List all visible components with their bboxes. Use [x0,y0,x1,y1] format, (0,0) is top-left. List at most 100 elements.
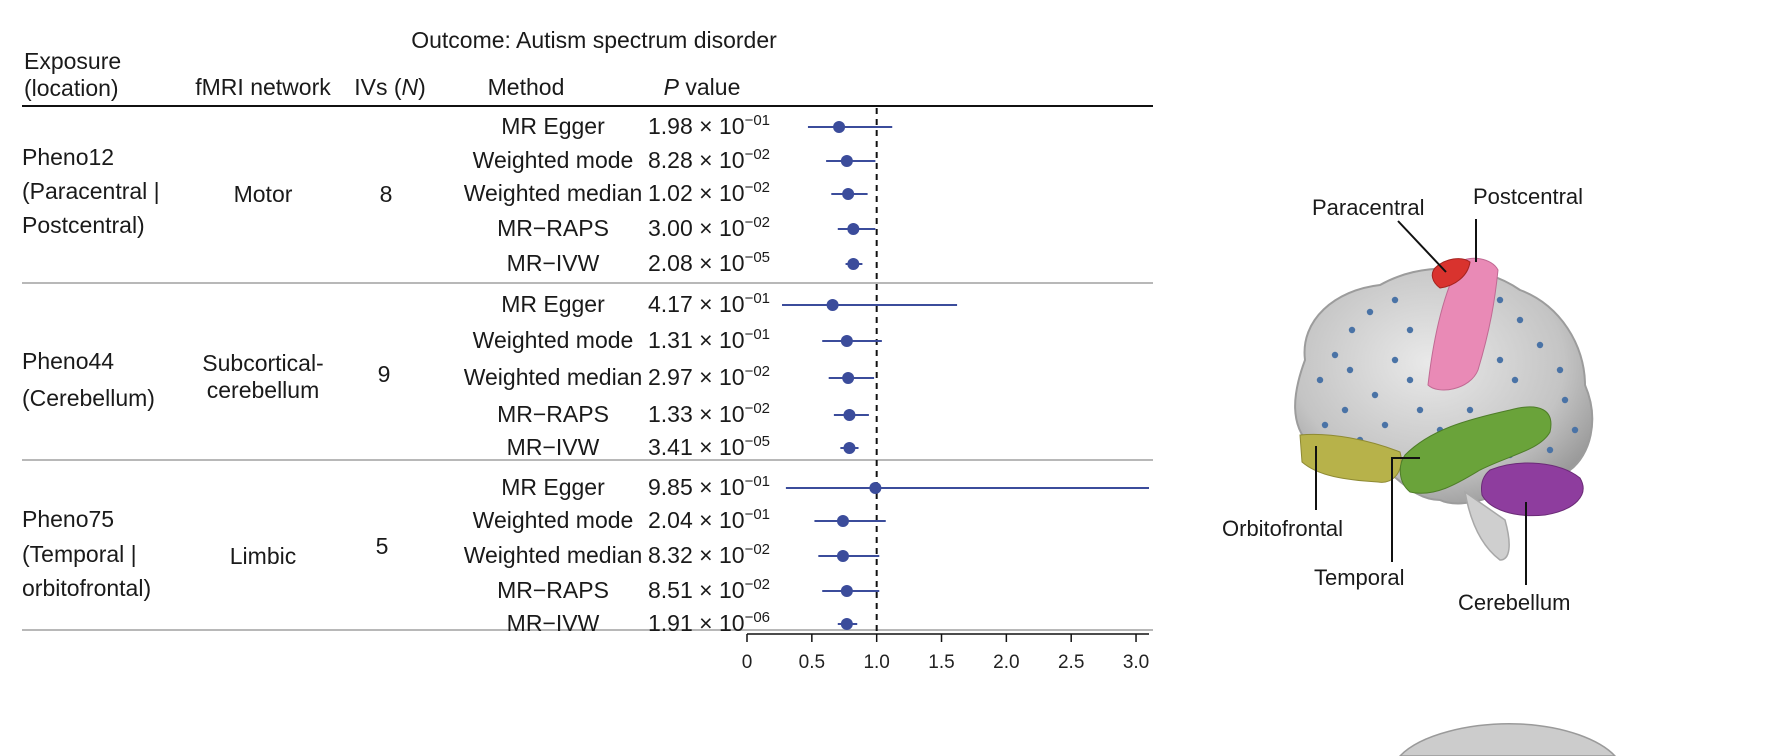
x-tick-label: 2.0 [993,652,1019,673]
p-value-mantissa: 1.31 × 10 [648,327,745,353]
network-group2-line2: cerebellum [206,377,320,403]
p-value-exponent: −01 [744,112,771,129]
network-node [1496,356,1504,364]
estimate-point [826,299,839,311]
x-tick-label: 1.0 [863,652,889,673]
p-value-exponent: −02 [744,576,771,593]
p-value-exponent: −01 [744,506,771,523]
label-paracentral: Paracentral [1312,195,1425,220]
method-label: MR−RAPS [497,401,609,427]
region-cerebellum [1481,462,1584,517]
network-node [1348,326,1356,334]
p-value: 8.51 × 10−02 [648,576,771,604]
leader-paracentral [1397,220,1447,273]
method-label: Weighted median [463,364,643,390]
p-value-mantissa: 4.17 × 10 [648,291,745,317]
network-node [1466,406,1474,414]
method-label: MR Egger [501,113,605,139]
p-value: 4.17 × 10−01 [648,290,771,318]
exposure-group3-line1: Pheno75 [22,506,115,532]
ivs-group3: 5 [375,533,389,559]
estimate-point [842,372,855,384]
p-value-mantissa: 8.51 × 10 [648,577,745,603]
estimate-point [843,442,856,454]
network-node [1561,396,1569,404]
network-node [1316,376,1324,384]
group-divider-1 [22,282,1153,284]
estimate-point [840,335,853,347]
p-value-exponent: −01 [744,326,771,343]
p-value-exponent: −02 [744,400,771,417]
network-node [1331,351,1339,359]
label-cerebellum: Cerebellum [1458,590,1571,615]
p-value-exponent: −01 [744,290,771,307]
exposure-group2-line1: Pheno44 [22,348,115,374]
p-value-mantissa: 1.02 × 10 [648,180,745,206]
leader-temporal [1391,457,1420,562]
x-tick-label: 0 [742,652,753,673]
brain-regions [1299,257,1584,517]
region-postcentral [1427,257,1499,391]
p-value-exponent: −02 [744,179,771,196]
network-node [1391,296,1399,304]
col-exposure-line2: (location) [24,75,119,101]
network-node [1536,341,1544,349]
estimate-point [836,515,849,527]
p-value: 3.41 × 10−05 [648,433,771,461]
network-node [1546,446,1554,454]
network-node [1321,421,1329,429]
col-network: fMRI network [195,74,331,100]
p-value-exponent: −05 [744,433,771,450]
p-value-mantissa: 9.85 × 10 [648,474,745,500]
p-value: 1.98 × 10−01 [648,112,771,140]
method-label: MR−RAPS [497,577,609,603]
label-temporal: Temporal [1314,565,1405,590]
p-value-exponent: −01 [744,473,771,490]
network-node [1406,376,1414,384]
estimate-point [847,223,860,235]
network-node [1556,366,1564,374]
method-label: Weighted mode [472,327,634,353]
x-tick-label: 1.5 [928,652,954,673]
col-pvalue: P value [663,74,741,100]
network-node [1366,308,1374,316]
network-node [1496,296,1504,304]
network-node [1341,406,1349,414]
p-value-exponent: −06 [744,609,771,626]
brain-leader-lines [1315,219,1527,585]
exposure-group1-line1: Pheno12 [22,144,115,170]
estimate-point [847,258,860,270]
p-value-exponent: −05 [744,249,771,266]
p-value-mantissa: 3.41 × 10 [648,434,745,460]
col-ivs: IVs (N) [354,74,426,100]
exposure-group3-line3: orbitofrontal) [22,575,152,601]
network-group3: Limbic [229,543,297,569]
method-label: MR−RAPS [497,215,609,241]
method-label: Weighted median [463,542,643,568]
method-label: MR−IVW [506,250,600,276]
estimate-point [869,482,882,494]
p-value-mantissa: 3.00 × 10 [648,215,745,241]
estimate-point [843,409,856,421]
network-node [1516,316,1524,324]
p-value: 1.33 × 10−02 [648,400,771,428]
method-label: MR Egger [501,474,605,500]
p-value: 2.04 × 10−01 [648,506,771,534]
label-orbitofrontal: Orbitofrontal [1222,516,1344,541]
estimate-point [833,121,846,133]
exposure-group3-line2: (Temporal | [22,541,137,567]
p-value: 8.28 × 10−02 [648,146,770,174]
p-value: 3.00 × 10−02 [648,214,770,242]
ivs-group1: 8 [379,181,393,207]
p-value: 1.91 × 10−06 [648,609,771,637]
network-node [1371,391,1379,399]
p-value-mantissa: 2.08 × 10 [648,250,745,276]
ivs-group2: 9 [377,361,391,387]
estimate-point [840,155,853,167]
p-value-exponent: −02 [744,541,771,558]
network-node [1416,406,1424,414]
col-exposure-line1: Exposure [24,48,122,74]
p-value: 2.08 × 10−05 [648,249,771,277]
